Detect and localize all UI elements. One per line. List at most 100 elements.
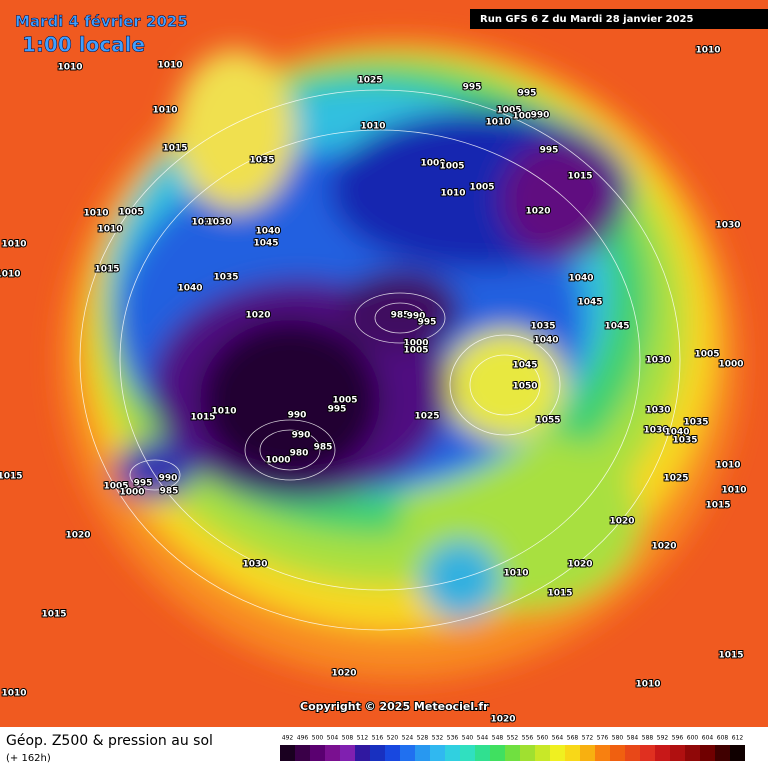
colorbar-cell: [415, 745, 430, 761]
colorbar-cell: [535, 745, 550, 761]
pressure-label: 1015: [190, 413, 215, 423]
colorbar-tick-label: 532: [432, 735, 444, 742]
colorbar-cell: [655, 745, 670, 761]
colorbar-tick-label: 540: [462, 735, 474, 742]
pressure-label: 1040: [664, 428, 689, 438]
colorbar-tick-label: 572: [582, 735, 594, 742]
run-box: [470, 9, 768, 29]
pressure-label: 995: [134, 479, 153, 489]
pressure-label: 1010: [695, 46, 720, 56]
colorbar-tick-label: 552: [507, 735, 519, 742]
pressure-label: 1030: [643, 426, 668, 436]
pressure-label: 1030: [645, 406, 670, 416]
colorbar-cell: [460, 745, 475, 761]
pressure-label: 1030: [206, 218, 231, 228]
colorbar-cell: [340, 745, 355, 761]
pressure-label: 1045: [577, 298, 602, 308]
colorbar-tick-label: 608: [717, 735, 729, 742]
pressure-label: 1055: [535, 416, 560, 426]
colorbar-cell: [505, 745, 520, 761]
pressure-label: 1005: [439, 162, 464, 172]
colorbar-tick-label: 556: [522, 735, 534, 742]
colorbar-tick-label: 504: [327, 735, 339, 742]
pressure-label: 1025: [357, 76, 382, 86]
pressure-label: 1015: [162, 144, 187, 154]
footer-title: Géop. Z500 & pression au sol: [6, 733, 213, 749]
colorbar-cell: [685, 745, 700, 761]
pressure-label: 1035: [672, 436, 697, 446]
run-label: Run GFS 6 Z du Mardi 28 janvier 2025: [480, 14, 693, 25]
time-title: 1:00 locale: [22, 33, 145, 57]
pressure-label: 1010: [0, 270, 21, 280]
pressure-label: 1010: [157, 61, 182, 71]
colorbar-tick-label: 560: [537, 735, 549, 742]
pressure-label: 1015: [0, 472, 23, 482]
pressure-label: 1010: [635, 680, 660, 690]
pressure-label: 1020: [651, 542, 676, 552]
pressure-label: 1020: [245, 311, 270, 321]
colorbar-cell: [280, 745, 295, 761]
colorbar-tick-label: 500: [312, 735, 324, 742]
pressure-label: 1010: [152, 106, 177, 116]
pressure-label: 1000: [403, 339, 428, 349]
colorbar-cell: [490, 745, 505, 761]
colorbar-cell: [550, 745, 565, 761]
colorbar-cell: [355, 745, 370, 761]
pressure-label: 1010: [191, 218, 216, 228]
colorbar-cell: [670, 745, 685, 761]
pressure-label: 990: [407, 312, 426, 322]
pressure-label: 1015: [718, 651, 743, 661]
colorbar-cell: [640, 745, 655, 761]
pressure-label: 1010: [503, 569, 528, 579]
pressure-label: 1050: [512, 382, 537, 392]
colorbar-tick-label: 592: [657, 735, 669, 742]
pressure-label: 1035: [249, 156, 274, 166]
pressure-label: 1010: [721, 486, 746, 496]
colorbar-tick-label: 520: [387, 735, 399, 742]
pressure-label: 995: [418, 318, 437, 328]
pressure-label: 1030: [242, 560, 267, 570]
pressure-label: 985: [314, 443, 333, 453]
pressure-label: 995: [463, 83, 482, 93]
pressure-labels: 1010 101010101015103510251010995995100510…: [0, 45, 748, 726]
colorbar-tick-label: 584: [627, 735, 639, 742]
pressure-label: 1040: [533, 336, 558, 346]
date-title: Mardi 4 février 2025: [15, 13, 188, 31]
pressure-label: 1005: [694, 350, 719, 360]
pressure-label: 1005: [403, 346, 428, 356]
colorbar-tick-label: 492: [282, 735, 294, 742]
pressure-label: 1020: [490, 715, 515, 725]
pressure-label: 1020: [609, 517, 634, 527]
colorbar-cell: [325, 745, 340, 761]
colorbar-cell: [295, 745, 310, 761]
colorbar-cell: [475, 745, 490, 761]
pressure-label: 1000: [420, 159, 445, 169]
colorbar-cell: [730, 745, 745, 761]
colorbar-tick-label: 604: [702, 735, 714, 742]
footer-lead: (+ 162h): [6, 753, 51, 764]
pressure-label: 1045: [604, 322, 629, 332]
pressure-label: 1015: [705, 501, 730, 511]
pressure-label: 1000: [512, 112, 537, 122]
pressure-label: 995: [328, 405, 347, 415]
map-background: [0, 0, 768, 727]
pressure-label: 990: [292, 431, 311, 441]
pressure-label: 1015: [567, 172, 592, 182]
pressure-label: 1010: [440, 189, 465, 199]
pressure-label: 1010: [485, 118, 510, 128]
pressure-label: 1010: [1, 240, 26, 250]
pressure-label: 1010: [1, 689, 26, 699]
colorbar-tick-label: 508: [342, 735, 354, 742]
pressure-label: 1010: [57, 63, 82, 73]
pressure-label: 1005: [469, 183, 494, 193]
pressure-label: 1015: [94, 265, 119, 275]
pressure-label: 1035: [683, 418, 708, 428]
copyright: Copyright © 2025 Meteociel.fr: [300, 700, 489, 713]
colorbar-tick-label: 512: [357, 735, 369, 742]
pressure-label: 1000: [718, 360, 743, 370]
pressure-label: 1000: [119, 488, 144, 498]
pressure-label: 1020: [525, 207, 550, 217]
pressure-label: 1005: [118, 208, 143, 218]
pressure-label: 1035: [530, 322, 555, 332]
pressure-label: 1010: [211, 407, 236, 417]
